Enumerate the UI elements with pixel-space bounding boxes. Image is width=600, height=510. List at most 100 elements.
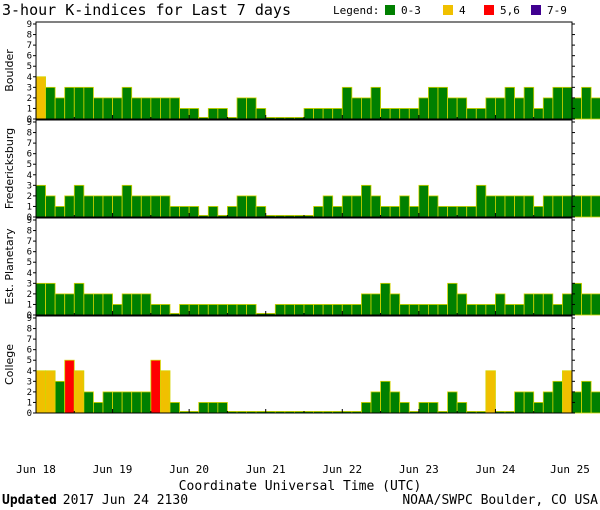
bar-2-51 [523, 293, 535, 316]
bar-1-14 [169, 206, 180, 218]
bar-2-56 [571, 282, 582, 316]
bar-1-1 [45, 195, 56, 218]
legend: Legend: 0-3 4 5,6 7-9 [333, 4, 567, 17]
y-tick-label-1-8: 8 [27, 129, 32, 139]
y-tick-label-3-0: 0 [27, 409, 32, 419]
bar-0-30 [322, 108, 334, 120]
bar-3-40 [418, 402, 429, 414]
panels: 0123456789Boulder0123456789Fredericksbur… [3, 20, 600, 419]
bar-2-57 [581, 293, 592, 316]
y-tick-label-1-0: 0 [27, 213, 32, 223]
bar-2-55 [562, 293, 573, 316]
y-tick-label-0-3: 3 [27, 83, 32, 93]
bar-3-8 [112, 391, 123, 414]
bar-0-39 [408, 108, 420, 120]
y-tick-label-1-9: 9 [27, 118, 32, 128]
bar-1-18 [207, 206, 219, 218]
legend-label-2: 5,6 [500, 4, 520, 17]
bar-1-12 [150, 195, 161, 218]
bar-1-8 [112, 195, 123, 218]
bar-2-34 [361, 293, 372, 316]
bar-2-44 [456, 293, 468, 316]
y-tick-label-3-5: 5 [27, 356, 32, 366]
y-tick-label-1-5: 5 [27, 160, 32, 170]
bar-3-4 [73, 370, 85, 414]
bar-2-9 [121, 293, 133, 316]
y-tick-label-2-0: 0 [27, 311, 32, 321]
bar-3-53 [542, 391, 554, 414]
bar-3-57 [581, 380, 592, 414]
legend-swatch-1 [443, 5, 453, 15]
bar-2-54 [552, 304, 563, 316]
y-tick-label-0-2: 2 [27, 94, 32, 104]
bar-2-2 [54, 293, 66, 316]
y-tick-label-0-9: 9 [27, 20, 32, 30]
y-tick-label-3-1: 1 [27, 398, 32, 408]
legend-label-1: 4 [459, 4, 466, 17]
bar-0-49 [504, 86, 515, 120]
bar-3-3 [64, 359, 75, 414]
bar-1-15 [179, 206, 190, 218]
y-tick-label-1-6: 6 [27, 150, 32, 160]
bar-2-53 [542, 293, 554, 316]
bar-2-37 [389, 293, 401, 316]
bar-2-36 [380, 282, 391, 316]
panel-label-3: College [3, 344, 16, 385]
y-tick-label-3-9: 9 [27, 314, 32, 324]
bar-2-43 [447, 282, 458, 316]
y-tick-label-3-8: 8 [27, 325, 32, 335]
bar-2-13 [160, 304, 171, 316]
bar-1-58 [590, 195, 600, 218]
bar-2-30 [322, 304, 334, 316]
bar-2-20 [227, 304, 238, 316]
bar-1-46 [475, 184, 487, 218]
bar-3-18 [207, 402, 219, 414]
bar-2-52 [533, 293, 544, 316]
bar-0-43 [447, 97, 458, 120]
bar-1-30 [322, 195, 334, 218]
bar-0-3 [64, 86, 75, 120]
bar-3-34 [361, 402, 372, 414]
bar-3-5 [83, 391, 94, 414]
y-tick-label-3-6: 6 [27, 346, 32, 356]
bar-0-47 [485, 97, 496, 120]
bar-3-12 [150, 359, 161, 414]
y-tick-label-0-7: 7 [27, 41, 32, 51]
legend-label-3: 7-9 [547, 4, 567, 17]
bar-2-1 [45, 282, 56, 316]
x-tick-label-6: Jun 24 [476, 463, 516, 476]
bar-2-25 [274, 304, 286, 316]
bar-0-57 [581, 86, 592, 120]
y-tick-label-0-8: 8 [27, 31, 32, 41]
bar-2-16 [188, 304, 200, 316]
bar-3-35 [370, 391, 381, 414]
bar-0-33 [351, 97, 362, 120]
y-tick-label-1-4: 4 [27, 171, 32, 181]
bar-1-41 [428, 195, 439, 218]
bar-0-40 [418, 97, 429, 120]
bar-0-29 [313, 108, 324, 120]
y-tick-label-2-1: 1 [27, 300, 32, 310]
x-tick-label-0: Jun 18 [16, 463, 56, 476]
bar-1-31 [332, 206, 343, 218]
updated-label: Updated [2, 493, 57, 508]
bar-2-0 [35, 282, 46, 316]
bar-2-41 [428, 304, 439, 316]
bar-0-13 [160, 97, 171, 120]
bar-2-31 [332, 304, 343, 316]
bar-3-36 [380, 380, 391, 414]
bar-2-21 [236, 304, 247, 316]
bar-0-19 [217, 108, 228, 120]
y-tick-label-2-8: 8 [27, 227, 32, 237]
bar-0-28 [303, 108, 314, 120]
bar-0-36 [380, 108, 391, 120]
bar-2-29 [313, 304, 324, 316]
bar-0-12 [150, 97, 161, 120]
bar-0-1 [45, 86, 56, 120]
bar-3-52 [533, 402, 544, 414]
y-tick-label-0-5: 5 [27, 62, 32, 72]
bar-1-53 [542, 195, 554, 218]
